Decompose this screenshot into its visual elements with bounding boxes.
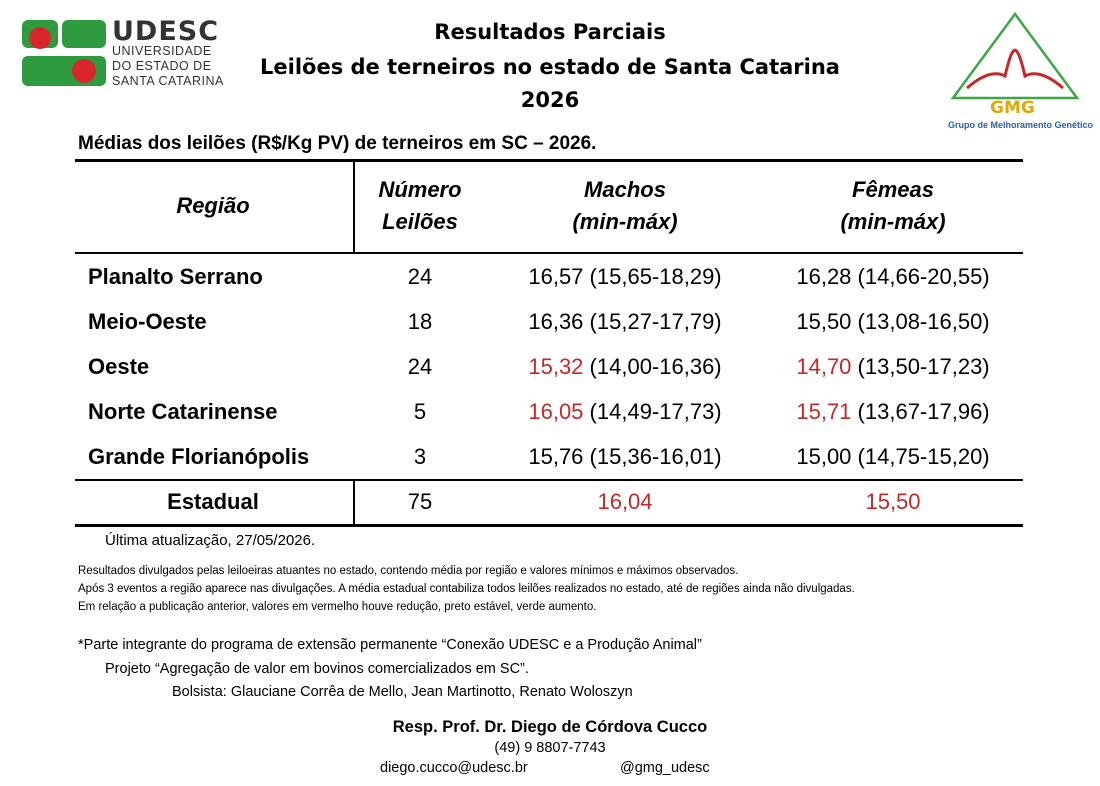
min-max-range: (14,49-17,73) <box>589 399 722 424</box>
logo-line: DO ESTADO DE <box>112 59 212 73</box>
note: Resultados divulgados pelas leiloeiras a… <box>78 565 739 577</box>
average: 15,50 <box>796 309 852 334</box>
min-max-range: (13,50-17,23) <box>857 354 990 379</box>
gmg-caption: Grupo de Melhoramento Genético <box>948 120 1094 130</box>
header-line: (min-máx) <box>840 209 946 234</box>
region: Norte Catarinense <box>88 399 278 424</box>
table-rule <box>75 159 1023 162</box>
femeas-cell: 15,50 <box>753 489 1033 515</box>
machos-cell: 16,04 <box>485 489 765 515</box>
contact-name: Resp. Prof. Dr. Diego de Córdova Cucco <box>392 718 708 736</box>
femeas-cell: 15,00 (14,75-15,20) <box>753 444 1033 470</box>
average: 15,50 <box>865 489 921 514</box>
average: 16,57 <box>528 264 584 289</box>
header-line: Machos <box>584 177 666 202</box>
average: 15,76 <box>528 444 584 469</box>
table-rule <box>75 524 1023 527</box>
table-rule <box>75 479 1023 481</box>
femeas-cell: 15,71 (13,67-17,96) <box>753 399 1033 425</box>
min-max-range: (14,75-15,20) <box>857 444 990 469</box>
auction-count: 3 <box>413 444 427 469</box>
average: 15,71 <box>796 399 852 424</box>
region: Planalto Serrano <box>88 264 263 289</box>
header-line: Leilões <box>382 209 458 234</box>
title-line: 2026 <box>520 88 580 112</box>
auction-count: 24 <box>407 354 433 379</box>
column-rule <box>353 481 355 524</box>
machos-cell: 16,57 (15,65-18,29) <box>485 264 765 290</box>
column-header: Machos (min-máx) <box>485 174 765 238</box>
average: 16,05 <box>528 399 584 424</box>
auction-count: 18 <box>407 309 433 334</box>
machos-cell: 15,32 (14,00-16,36) <box>485 354 765 380</box>
gmg-logo-mark <box>950 11 1080 100</box>
average: 16,28 <box>796 264 852 289</box>
column-header: Região <box>83 190 343 222</box>
auction-count: 5 <box>413 399 427 424</box>
region: Grande Florianópolis <box>88 444 310 469</box>
region: Oeste <box>88 354 150 379</box>
note: Em relação a publicação anterior, valore… <box>78 601 597 613</box>
column-rule <box>353 162 355 252</box>
contact-phone: (49) 9 8807-7743 <box>494 740 606 756</box>
min-max-range: (13,08-16,50) <box>857 309 990 334</box>
logo-text: UNIVERSIDADE DO ESTADO DE SANTA CATARINA <box>112 44 224 89</box>
credit: *Parte integrante do programa de extensã… <box>78 637 702 653</box>
average: 15,32 <box>528 354 584 379</box>
header-line: Número <box>378 177 462 202</box>
femeas-cell: 15,50 (13,08-16,50) <box>753 309 1033 335</box>
note: Após 3 eventos a região aparece nas divu… <box>78 583 855 595</box>
header-line: (min-máx) <box>572 209 678 234</box>
logo-name: UDESC <box>112 16 220 47</box>
auction-count: 24 <box>407 264 433 289</box>
gmg-name: GMG <box>990 98 1035 118</box>
header-line: Fêmeas <box>852 177 934 202</box>
credit: Bolsista: Glauciane Corrêa de Mello, Jea… <box>172 684 633 700</box>
region: Estadual <box>167 489 259 514</box>
logo-line: UNIVERSIDADE <box>112 44 212 58</box>
auction-count: 75 <box>407 489 433 514</box>
contact-instagram: @gmg_udesc <box>620 760 710 776</box>
udesc-logo-mark <box>22 20 106 86</box>
average: 15,00 <box>796 444 852 469</box>
region: Meio-Oeste <box>88 309 207 334</box>
subtitle: Médias dos leilões (R$/Kg PV) de terneir… <box>78 133 597 154</box>
min-max-range: (15,27-17,79) <box>589 309 722 334</box>
average: 16,36 <box>528 309 584 334</box>
machos-cell: 16,05 (14,49-17,73) <box>485 399 765 425</box>
average: 16,04 <box>597 489 653 514</box>
updated: Última atualização, 27/05/2026. <box>105 532 316 549</box>
title-line: Resultados Parciais <box>434 20 666 44</box>
column-header: Número Leilões <box>350 174 490 238</box>
title-line: Leilões de terneiros no estado de Santa … <box>260 55 840 79</box>
average: 14,70 <box>796 354 852 379</box>
min-max-range: (14,00-16,36) <box>589 354 722 379</box>
credit: Projeto “Agregação de valor em bovinos c… <box>105 661 529 677</box>
machos-cell: 16,36 (15,27-17,79) <box>485 309 765 335</box>
logo-line: SANTA CATARINA <box>112 74 224 88</box>
header-line: Região <box>176 193 250 218</box>
machos-cell: 15,76 (15,36-16,01) <box>485 444 765 470</box>
min-max-range: (14,66-20,55) <box>857 264 990 289</box>
femeas-cell: 16,28 (14,66-20,55) <box>753 264 1033 290</box>
column-header: Fêmeas (min-máx) <box>753 174 1033 238</box>
min-max-range: (15,65-18,29) <box>589 264 722 289</box>
min-max-range: (15,36-16,01) <box>589 444 722 469</box>
table-rule <box>75 252 1023 254</box>
min-max-range: (13,67-17,96) <box>857 399 990 424</box>
contact-email: diego.cucco@udesc.br <box>380 760 528 776</box>
femeas-cell: 14,70 (13,50-17,23) <box>753 354 1033 380</box>
